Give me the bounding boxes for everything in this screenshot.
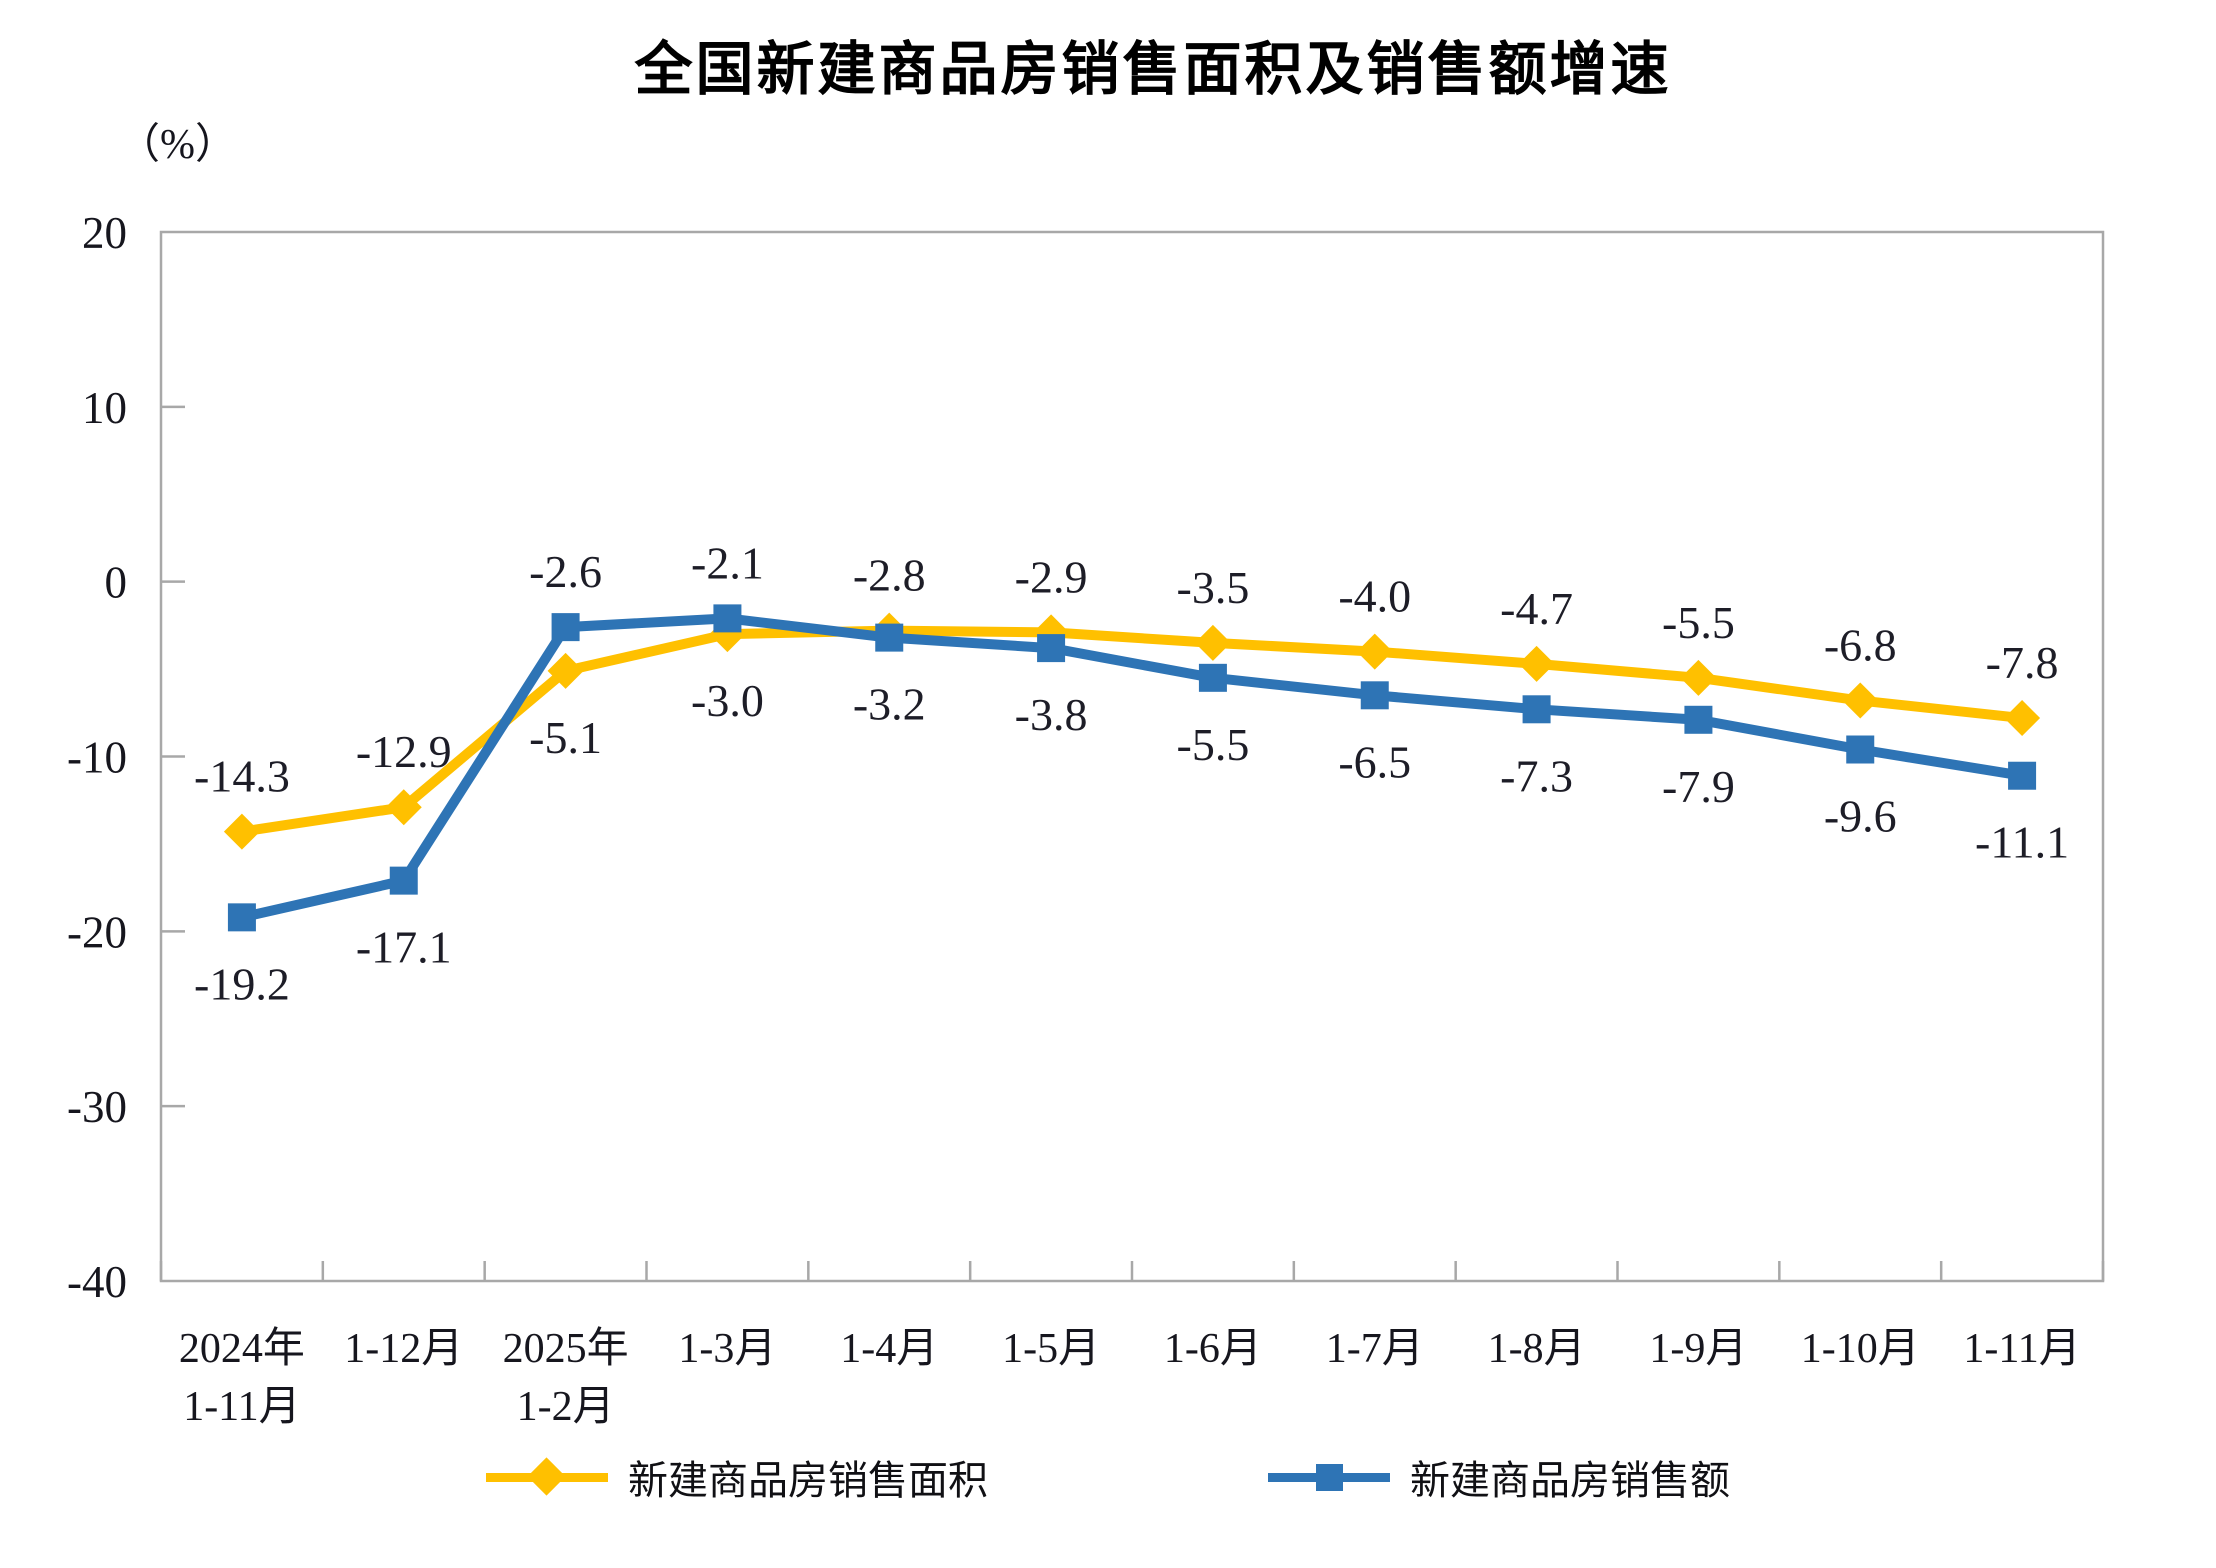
plot-border bbox=[159, 230, 2105, 1283]
y-tick-label: 0 bbox=[105, 558, 128, 608]
x-tick-label: 1-10月 bbox=[1801, 1326, 1920, 1372]
y-tick-label: 10 bbox=[82, 383, 127, 433]
data-label: -9.6 bbox=[1824, 791, 1897, 842]
data-label: -3.2 bbox=[853, 679, 926, 730]
legend-label-sales-amount: 新建商品房销售额 bbox=[1410, 1458, 1730, 1503]
data-label: -19.2 bbox=[194, 958, 290, 1009]
sales-area-series-marker-icon bbox=[486, 1457, 608, 1496]
x-tick-label: 1-12月 bbox=[344, 1326, 463, 1372]
y-tick-label: 20 bbox=[82, 208, 127, 258]
x-tick-label: 1-5月 bbox=[1002, 1326, 1100, 1372]
series-data-labels-1: -14.3 -12.9 -5.1 -3.0 -2.8 -2.9 -3.5 -4.0 -4.7 -5… bbox=[194, 550, 2058, 802]
data-label: -4.7 bbox=[1500, 583, 1573, 634]
data-label: -3.5 bbox=[1177, 562, 1250, 613]
y-axis-unit-label: （%） bbox=[118, 122, 237, 168]
x-tick-label: 1-2月 bbox=[517, 1384, 615, 1430]
legend-item-sales-area: 新建商品房销售面积 bbox=[486, 1448, 988, 1506]
data-label: -2.8 bbox=[853, 550, 926, 601]
legend-label-sales-area: 新建商品房销售面积 bbox=[628, 1458, 988, 1503]
x-tick-label: 2025年 bbox=[503, 1325, 629, 1372]
square-marker-icon bbox=[1316, 1464, 1343, 1491]
data-label: -12.9 bbox=[356, 726, 452, 777]
data-label: -5.5 bbox=[1177, 719, 1250, 770]
y-tick-label: -20 bbox=[67, 907, 127, 957]
x-tick-label: 1-11月 bbox=[1963, 1326, 2080, 1372]
x-tick-label: 1-8月 bbox=[1488, 1326, 1586, 1372]
y-axis: 20 10 0 -10 -20 -30 -40 bbox=[67, 208, 185, 1307]
data-label: -11.1 bbox=[1975, 817, 2069, 868]
data-label: -3.8 bbox=[1015, 689, 1088, 740]
data-label: -2.1 bbox=[691, 537, 764, 588]
x-tick-label: 1-4月 bbox=[840, 1326, 938, 1372]
series-line-2 bbox=[227, 604, 2037, 932]
y-tick-label: -40 bbox=[67, 1257, 127, 1307]
y-tick-label: -30 bbox=[67, 1082, 127, 1132]
data-label: -14.3 bbox=[194, 751, 290, 802]
y-tick-label: -10 bbox=[67, 733, 127, 783]
x-tick-label: 1-9月 bbox=[1649, 1326, 1747, 1372]
sales-amount-series-marker-icon bbox=[1268, 1458, 1390, 1496]
x-axis: 2024年 1-11月 1-12月 2025年 1-2月 1-3月 1-4月 1-5月 1-6月… bbox=[159, 1261, 2105, 1430]
data-label: -17.1 bbox=[356, 922, 452, 973]
chart-title: 全国新建商品房销售面积及销售额增速 bbox=[634, 37, 1672, 102]
legend: 新建商品房销售面积 新建商品房销售额 bbox=[0, 1448, 2216, 1506]
legend-item-sales-amount: 新建商品房销售额 bbox=[1268, 1448, 1730, 1506]
x-tick-label: 1-7月 bbox=[1326, 1326, 1424, 1372]
data-label: -2.6 bbox=[529, 546, 602, 597]
x-tick-label: 1-11月 bbox=[183, 1384, 300, 1430]
data-label: -5.1 bbox=[529, 712, 602, 763]
x-tick-label: 1-6月 bbox=[1164, 1326, 1262, 1372]
data-label: -7.3 bbox=[1500, 750, 1573, 801]
data-label: -3.0 bbox=[691, 675, 764, 726]
diamond-marker-icon bbox=[527, 1457, 566, 1496]
data-label: -6.8 bbox=[1824, 620, 1897, 671]
series-data-labels-2: -19.2 -17.1 -2.6 -2.1 -3.2 -3.8 -5.5 -6.5 -7.3 -7… bbox=[194, 537, 2069, 1009]
x-tick-label: 1-3月 bbox=[678, 1326, 776, 1372]
data-label: -4.0 bbox=[1338, 571, 1411, 622]
data-label: -2.9 bbox=[1015, 551, 1088, 602]
data-label: -5.5 bbox=[1662, 597, 1735, 648]
data-label: -7.9 bbox=[1662, 761, 1735, 812]
data-label: -7.8 bbox=[1986, 637, 2059, 688]
line-chart: 20 10 0 -10 -20 -30 -40 2024年 1-11月 1-12月 2025年 1-2… bbox=[67, 208, 2105, 1430]
data-label: -6.5 bbox=[1338, 736, 1411, 787]
x-tick-label: 2024年 bbox=[179, 1325, 305, 1372]
